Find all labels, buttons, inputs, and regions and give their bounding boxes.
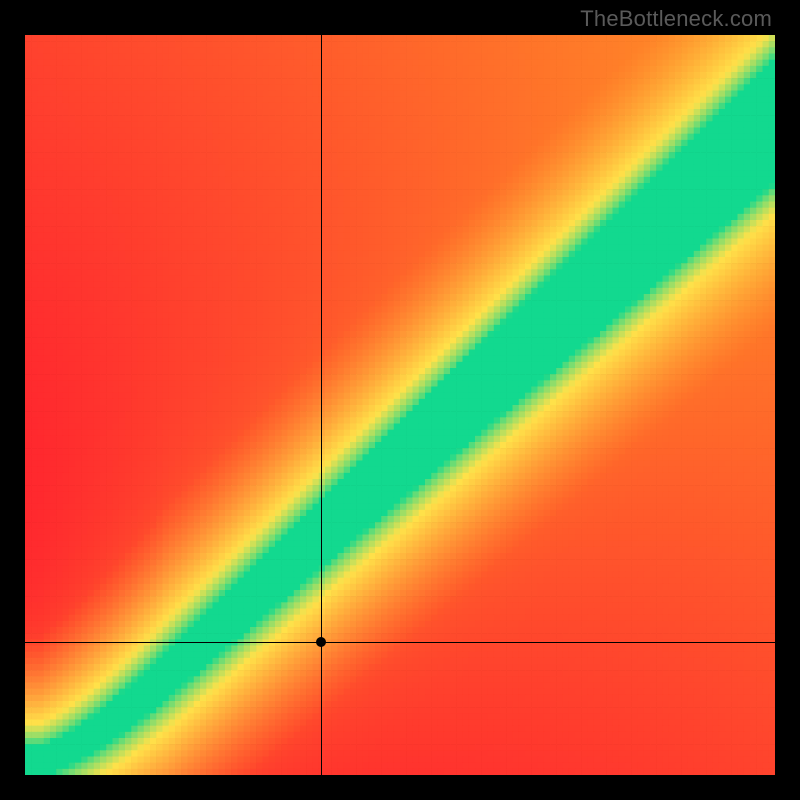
crosshair-horizontal bbox=[25, 642, 775, 643]
heatmap-canvas bbox=[25, 35, 775, 775]
crosshair-vertical bbox=[321, 35, 322, 775]
crosshair-marker bbox=[316, 637, 326, 647]
heatmap-plot bbox=[25, 35, 775, 775]
chart-frame: TheBottleneck.com bbox=[0, 0, 800, 800]
watermark-text: TheBottleneck.com bbox=[580, 6, 772, 32]
